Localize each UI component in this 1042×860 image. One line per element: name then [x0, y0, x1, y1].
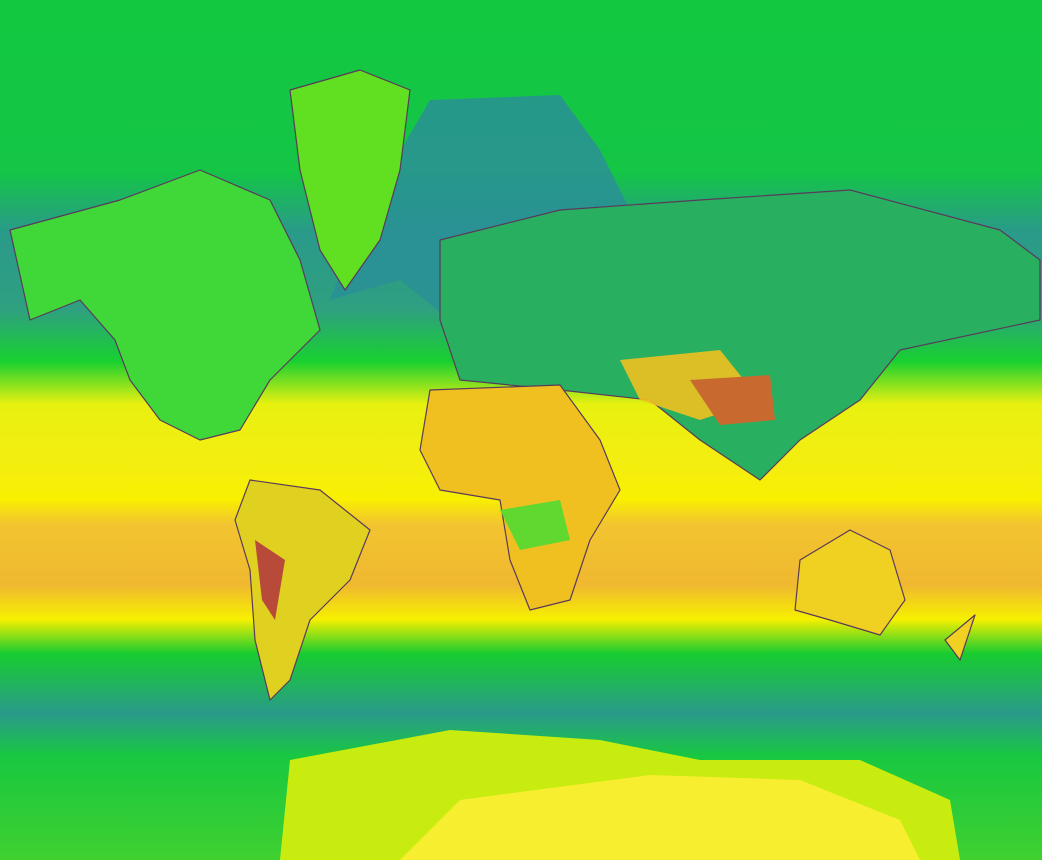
south-america: [234, 479, 371, 701]
greenland: [289, 69, 411, 291]
antarctic-plateau: [400, 775, 920, 860]
tibetan-plateau: [690, 375, 775, 425]
andes-highland: [255, 540, 285, 620]
africa: [419, 384, 621, 611]
australia: [794, 529, 906, 636]
new-zealand: [944, 614, 976, 661]
north-america: [9, 169, 321, 441]
central-africa-region: [500, 500, 570, 550]
north-atlantic-region: [330, 95, 640, 320]
